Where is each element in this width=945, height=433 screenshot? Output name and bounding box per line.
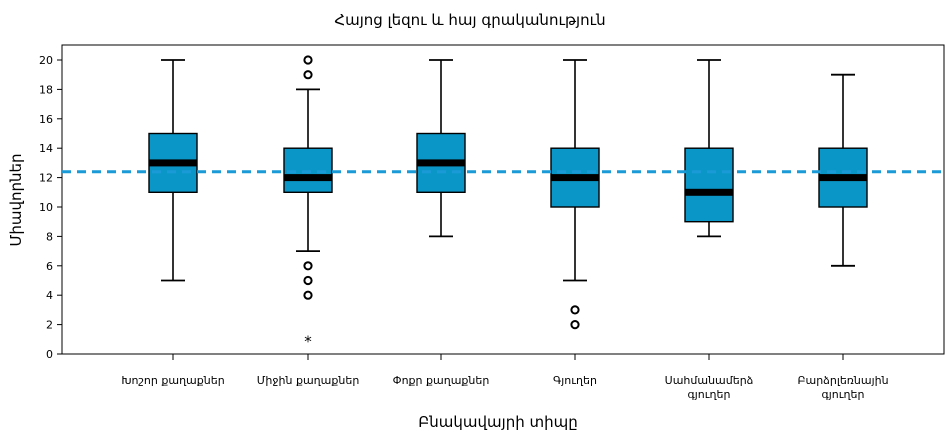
median-line: [417, 159, 465, 166]
plot-frame: [62, 45, 944, 354]
y-tick-label: 0: [46, 348, 53, 361]
outlier-point: [304, 292, 311, 299]
x-category-label: Փոքր քաղաքներ: [393, 374, 490, 387]
outlier-point: [304, 277, 311, 284]
x-category-label: Խոշոր քաղաքներ: [121, 374, 224, 387]
median-line: [551, 174, 599, 181]
y-tick-label: 2: [46, 319, 53, 332]
x-category-label: Բարձրլեռնային: [797, 374, 888, 387]
box: [685, 148, 733, 222]
y-tick-label: 18: [39, 83, 53, 96]
outlier-point: [304, 262, 311, 269]
outlier-point: [304, 71, 311, 78]
y-axis-label: Միավորներ: [7, 153, 25, 246]
x-category-label: գյուղեր: [688, 388, 731, 401]
x-category-label: Միջին քաղաքներ: [257, 374, 360, 387]
x-category-label: Սահմանամերձ: [665, 374, 754, 387]
x-category-label: Գյուղեր: [553, 374, 597, 387]
y-tick-label: 4: [46, 289, 53, 302]
plot-area: 0 2 4 6 8 10 12 14 16 18 20 Խոշոր քաղաքներ Միջին քաղ…: [39, 45, 944, 401]
y-tick-label: 8: [46, 230, 53, 243]
x-axis-label: Բնակավայրի տիպը: [418, 413, 577, 431]
y-tick-label: 6: [46, 260, 53, 273]
y-tick-label: 14: [39, 142, 53, 155]
outlier-point: [571, 306, 578, 313]
extreme-point: *: [304, 332, 312, 350]
median-line: [685, 189, 733, 196]
outlier-point: [304, 56, 311, 63]
y-tick-label: 12: [39, 172, 53, 185]
median-line: [284, 174, 332, 181]
outlier-point: [571, 321, 578, 328]
y-tick-label: 16: [39, 113, 53, 126]
median-line: [149, 159, 197, 166]
y-tick-label: 10: [39, 201, 53, 214]
chart-title: Հայոց լեզու և հայ գրականություն: [334, 11, 605, 29]
x-category-label: գյուղեր: [822, 388, 865, 401]
y-tick-label: 20: [39, 54, 53, 67]
median-line: [819, 174, 867, 181]
